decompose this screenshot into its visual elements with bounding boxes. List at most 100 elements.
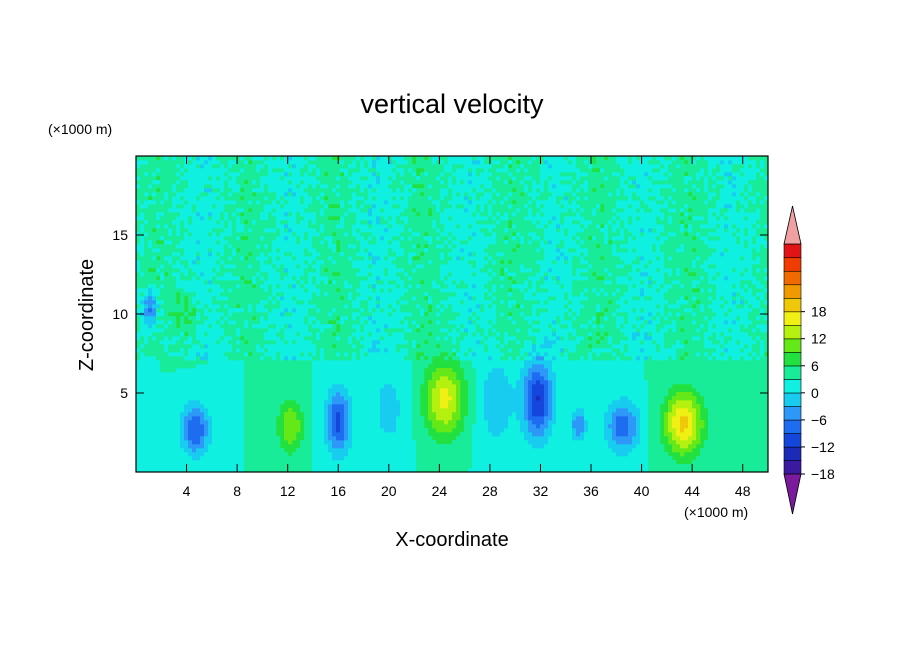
field-cell bbox=[284, 392, 289, 397]
field-cell bbox=[280, 320, 285, 325]
field-cell bbox=[276, 164, 281, 169]
field-cell bbox=[268, 360, 273, 365]
field-cell bbox=[224, 240, 229, 245]
field-cell bbox=[304, 260, 309, 265]
field-cell bbox=[344, 460, 349, 465]
field-cell bbox=[372, 460, 377, 465]
field-cell bbox=[312, 360, 317, 365]
field-cell bbox=[216, 168, 221, 173]
field-cell bbox=[308, 304, 313, 309]
field-cell bbox=[384, 460, 389, 465]
field-cell bbox=[304, 300, 309, 305]
field-cell bbox=[152, 456, 157, 461]
field-cell bbox=[236, 200, 241, 205]
field-cell bbox=[284, 348, 289, 353]
field-cell bbox=[228, 364, 233, 369]
field-cell bbox=[188, 408, 193, 413]
field-cell bbox=[304, 464, 309, 469]
field-cell bbox=[220, 412, 225, 417]
field-cell bbox=[252, 184, 257, 189]
field-cell bbox=[216, 252, 221, 257]
field-cell bbox=[212, 356, 217, 361]
field-cell bbox=[204, 212, 209, 217]
field-cell bbox=[236, 456, 241, 461]
field-cell bbox=[200, 364, 205, 369]
field-cell bbox=[348, 236, 353, 241]
field-cell bbox=[172, 356, 177, 361]
field-cell bbox=[364, 220, 369, 225]
field-cell bbox=[148, 328, 153, 333]
field-cell bbox=[144, 228, 149, 233]
field-cell bbox=[220, 212, 225, 217]
field-cell bbox=[368, 296, 373, 301]
field-cell bbox=[176, 372, 181, 377]
field-cell bbox=[228, 280, 233, 285]
field-cell bbox=[144, 296, 149, 301]
field-cell bbox=[176, 352, 181, 357]
field-cell bbox=[224, 440, 229, 445]
field-cell bbox=[336, 292, 341, 297]
field-cell bbox=[244, 328, 249, 333]
field-cell bbox=[340, 408, 345, 413]
field-cell bbox=[320, 332, 325, 337]
field-cell bbox=[136, 184, 141, 189]
field-cell bbox=[388, 392, 393, 397]
field-cell bbox=[144, 200, 149, 205]
field-cell bbox=[352, 416, 357, 421]
field-cell bbox=[380, 392, 385, 397]
field-cell bbox=[316, 184, 321, 189]
field-cell bbox=[144, 284, 149, 289]
field-cell bbox=[372, 400, 377, 405]
field-cell bbox=[272, 188, 277, 193]
field-cell bbox=[352, 380, 357, 385]
field-cell bbox=[172, 256, 177, 261]
field-cell bbox=[256, 400, 261, 405]
field-cell bbox=[188, 416, 193, 421]
field-cell bbox=[148, 188, 153, 193]
field-cell bbox=[340, 328, 345, 333]
field-cell bbox=[144, 372, 149, 377]
field-cell bbox=[372, 420, 377, 425]
field-cell bbox=[348, 232, 353, 237]
field-cell bbox=[392, 448, 397, 453]
field-cell bbox=[256, 416, 261, 421]
field-cell bbox=[228, 396, 233, 401]
field-cell bbox=[388, 352, 393, 357]
field-cell bbox=[136, 260, 141, 265]
field-cell bbox=[320, 300, 325, 305]
field-cell bbox=[212, 160, 217, 165]
field-cell bbox=[136, 164, 141, 169]
field-cell bbox=[208, 280, 213, 285]
field-cell bbox=[288, 436, 293, 441]
field-cell bbox=[244, 464, 249, 469]
field-cell bbox=[332, 268, 337, 273]
field-cell bbox=[224, 280, 229, 285]
field-cell bbox=[336, 296, 341, 301]
field-cell bbox=[188, 440, 193, 445]
field-cell bbox=[180, 380, 185, 385]
field-cell bbox=[252, 424, 257, 429]
field-cell bbox=[356, 416, 361, 421]
field-cell bbox=[200, 280, 205, 285]
field-cell bbox=[320, 220, 325, 225]
field-cell bbox=[144, 276, 149, 281]
field-cell bbox=[316, 328, 321, 333]
field-cell bbox=[136, 196, 141, 201]
field-cell bbox=[136, 228, 141, 233]
field-cell bbox=[312, 332, 317, 337]
field-cell bbox=[380, 252, 385, 257]
field-cell bbox=[344, 436, 349, 441]
field-cell bbox=[188, 236, 193, 241]
field-cell bbox=[148, 352, 153, 357]
field-cell bbox=[216, 236, 221, 241]
field-cell bbox=[196, 456, 201, 461]
field-cell bbox=[392, 368, 397, 373]
field-cell bbox=[188, 280, 193, 285]
field-cell bbox=[316, 192, 321, 197]
field-cell bbox=[344, 336, 349, 341]
field-cell bbox=[192, 420, 197, 425]
field-cell bbox=[372, 320, 377, 325]
field-cell bbox=[236, 448, 241, 453]
field-cell bbox=[164, 312, 169, 317]
field-cell bbox=[144, 220, 149, 225]
